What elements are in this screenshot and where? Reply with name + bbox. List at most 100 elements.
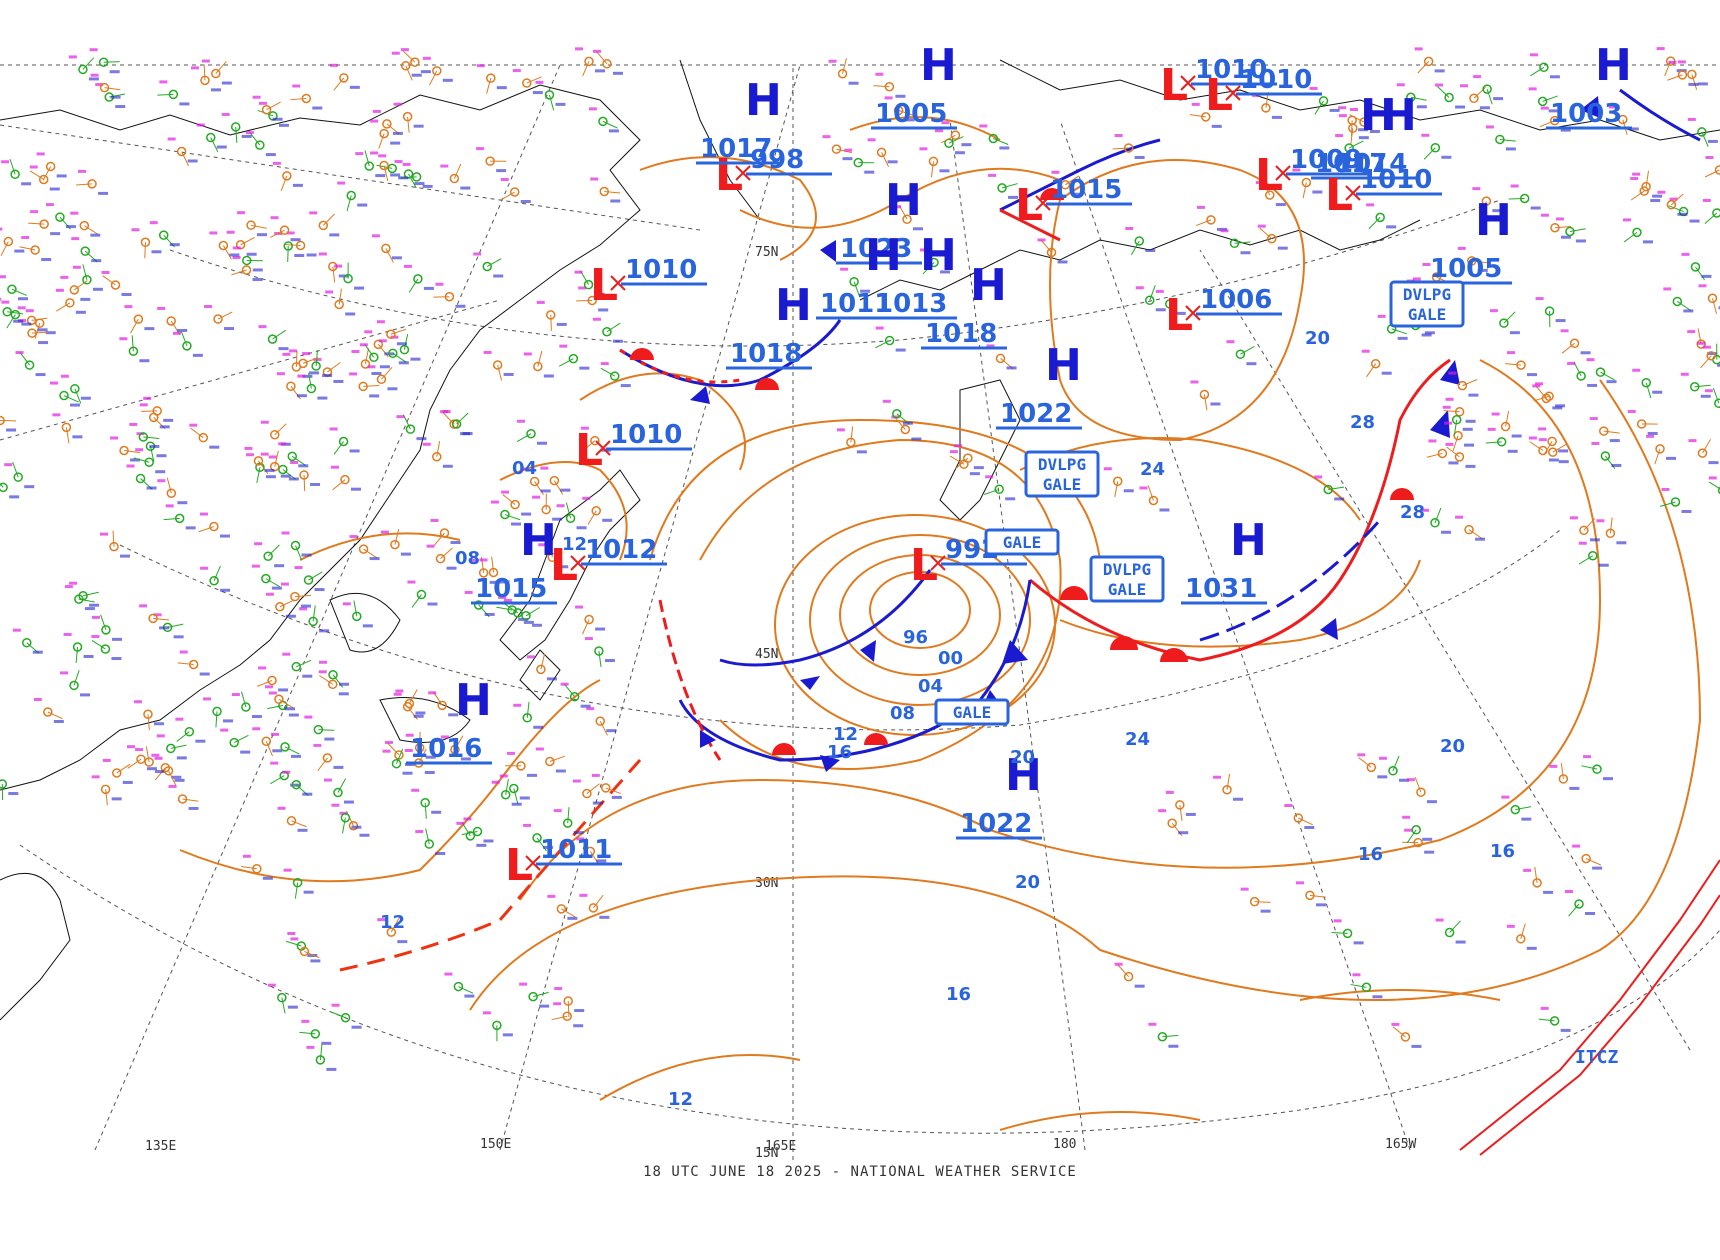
isobar-value-label: 24 <box>1125 729 1150 750</box>
station-plot <box>1165 790 1196 821</box>
station-plot <box>1338 106 1369 137</box>
station-plot <box>284 231 317 257</box>
pressure-value: 1010 <box>610 420 682 450</box>
station-plot <box>1569 516 1600 542</box>
station-plot <box>1501 795 1532 821</box>
station-plot <box>251 564 282 590</box>
low-pressure-center: L 1006 <box>1165 285 1282 341</box>
low-x-mark <box>595 440 611 456</box>
station-plot <box>265 592 296 618</box>
station-plot <box>844 148 875 174</box>
isobar-value-label: 20 <box>1010 747 1035 768</box>
station-plot <box>76 169 109 195</box>
station-plot <box>294 566 325 592</box>
station-plot <box>370 119 401 149</box>
station-plot <box>1421 507 1452 534</box>
station-plot <box>0 297 24 323</box>
coastlines <box>0 59 1720 1021</box>
high-symbol: H <box>520 515 557 566</box>
pressure-value: 1031 <box>1185 574 1257 604</box>
station-plot <box>393 692 424 720</box>
isobar-value-label: 20 <box>1305 328 1330 349</box>
station-plot <box>258 325 289 351</box>
isobar-value-label: 12 <box>833 724 858 745</box>
station-plot <box>422 440 453 468</box>
isobar-value-label: 24 <box>1140 459 1165 480</box>
station-plot <box>257 666 289 692</box>
low-pressure-center: L 1010 <box>575 420 692 476</box>
low-symbol: L <box>550 540 578 591</box>
station-plot <box>91 635 122 661</box>
station-plot <box>1622 218 1653 244</box>
station-plot <box>190 64 221 92</box>
station-plot <box>60 374 91 404</box>
high-symbol: H <box>1360 90 1397 141</box>
station-plot <box>189 423 220 449</box>
station-plot <box>873 72 906 98</box>
station-plot <box>554 987 585 1018</box>
high-pressure-center: H 1013 <box>871 230 957 320</box>
station-plot <box>582 496 613 525</box>
station-plot <box>836 426 867 454</box>
itcz-label: ITCZ <box>1575 1047 1619 1068</box>
station-plot <box>532 493 563 521</box>
station-plot <box>1112 133 1145 159</box>
station-plot <box>979 124 1010 150</box>
station-plot <box>268 455 299 481</box>
station-plot <box>376 320 407 346</box>
station-plot <box>1190 380 1221 411</box>
station-plot <box>1591 441 1622 470</box>
pressure-value: 1016 <box>410 734 482 764</box>
station-plot <box>281 531 312 561</box>
station-plot <box>290 84 323 110</box>
gale-warning-box: GALE <box>934 698 1010 726</box>
station-plot <box>1680 372 1711 398</box>
station-plot <box>36 152 67 181</box>
station-plot <box>440 410 471 436</box>
station-plot <box>270 761 301 787</box>
station-plot <box>323 778 354 804</box>
high-symbol: H <box>1475 195 1512 246</box>
station-plot <box>370 151 401 182</box>
station-plot <box>1284 804 1315 830</box>
station-plot <box>325 288 356 316</box>
station-plot <box>1523 866 1554 894</box>
lon-label: 180 <box>1053 1137 1076 1152</box>
station-plot <box>512 69 543 95</box>
station-plot <box>919 147 950 178</box>
lon-label: 150E <box>480 1137 511 1152</box>
station-plot <box>444 972 475 998</box>
pressure-value: 1006 <box>1200 285 1272 315</box>
station-plot <box>586 707 617 736</box>
pressure-value: 1010 <box>625 255 697 285</box>
fronts <box>339 88 1701 972</box>
station-plot <box>1195 205 1227 231</box>
low-symbol: L <box>1205 70 1233 121</box>
station-plot <box>167 137 198 167</box>
station-plot <box>119 335 150 363</box>
high-pressure-center: H 1018 <box>921 260 1007 350</box>
station-plot <box>272 161 303 191</box>
station-plot <box>1596 517 1627 545</box>
low-x-mark <box>930 555 946 571</box>
station-plot <box>1435 83 1466 109</box>
station-plot <box>440 163 471 190</box>
station-plot <box>516 419 548 445</box>
low-symbol: L <box>910 540 938 591</box>
lon-label: 165W <box>1385 1137 1416 1152</box>
lat-label: 15N <box>755 1146 778 1161</box>
station-plot <box>283 868 314 899</box>
low-symbol: L <box>1015 180 1043 231</box>
station-plot <box>337 181 368 212</box>
high-pressure-center: H 1018 <box>726 280 812 370</box>
high-pressure-center: H 1016 <box>406 675 492 765</box>
station-plot <box>500 178 531 204</box>
station-plot <box>267 691 299 717</box>
isobar-value-label: 04 <box>918 676 943 697</box>
station-plot <box>411 788 442 819</box>
station-plot <box>1457 246 1488 272</box>
low-x-mark <box>610 275 626 291</box>
